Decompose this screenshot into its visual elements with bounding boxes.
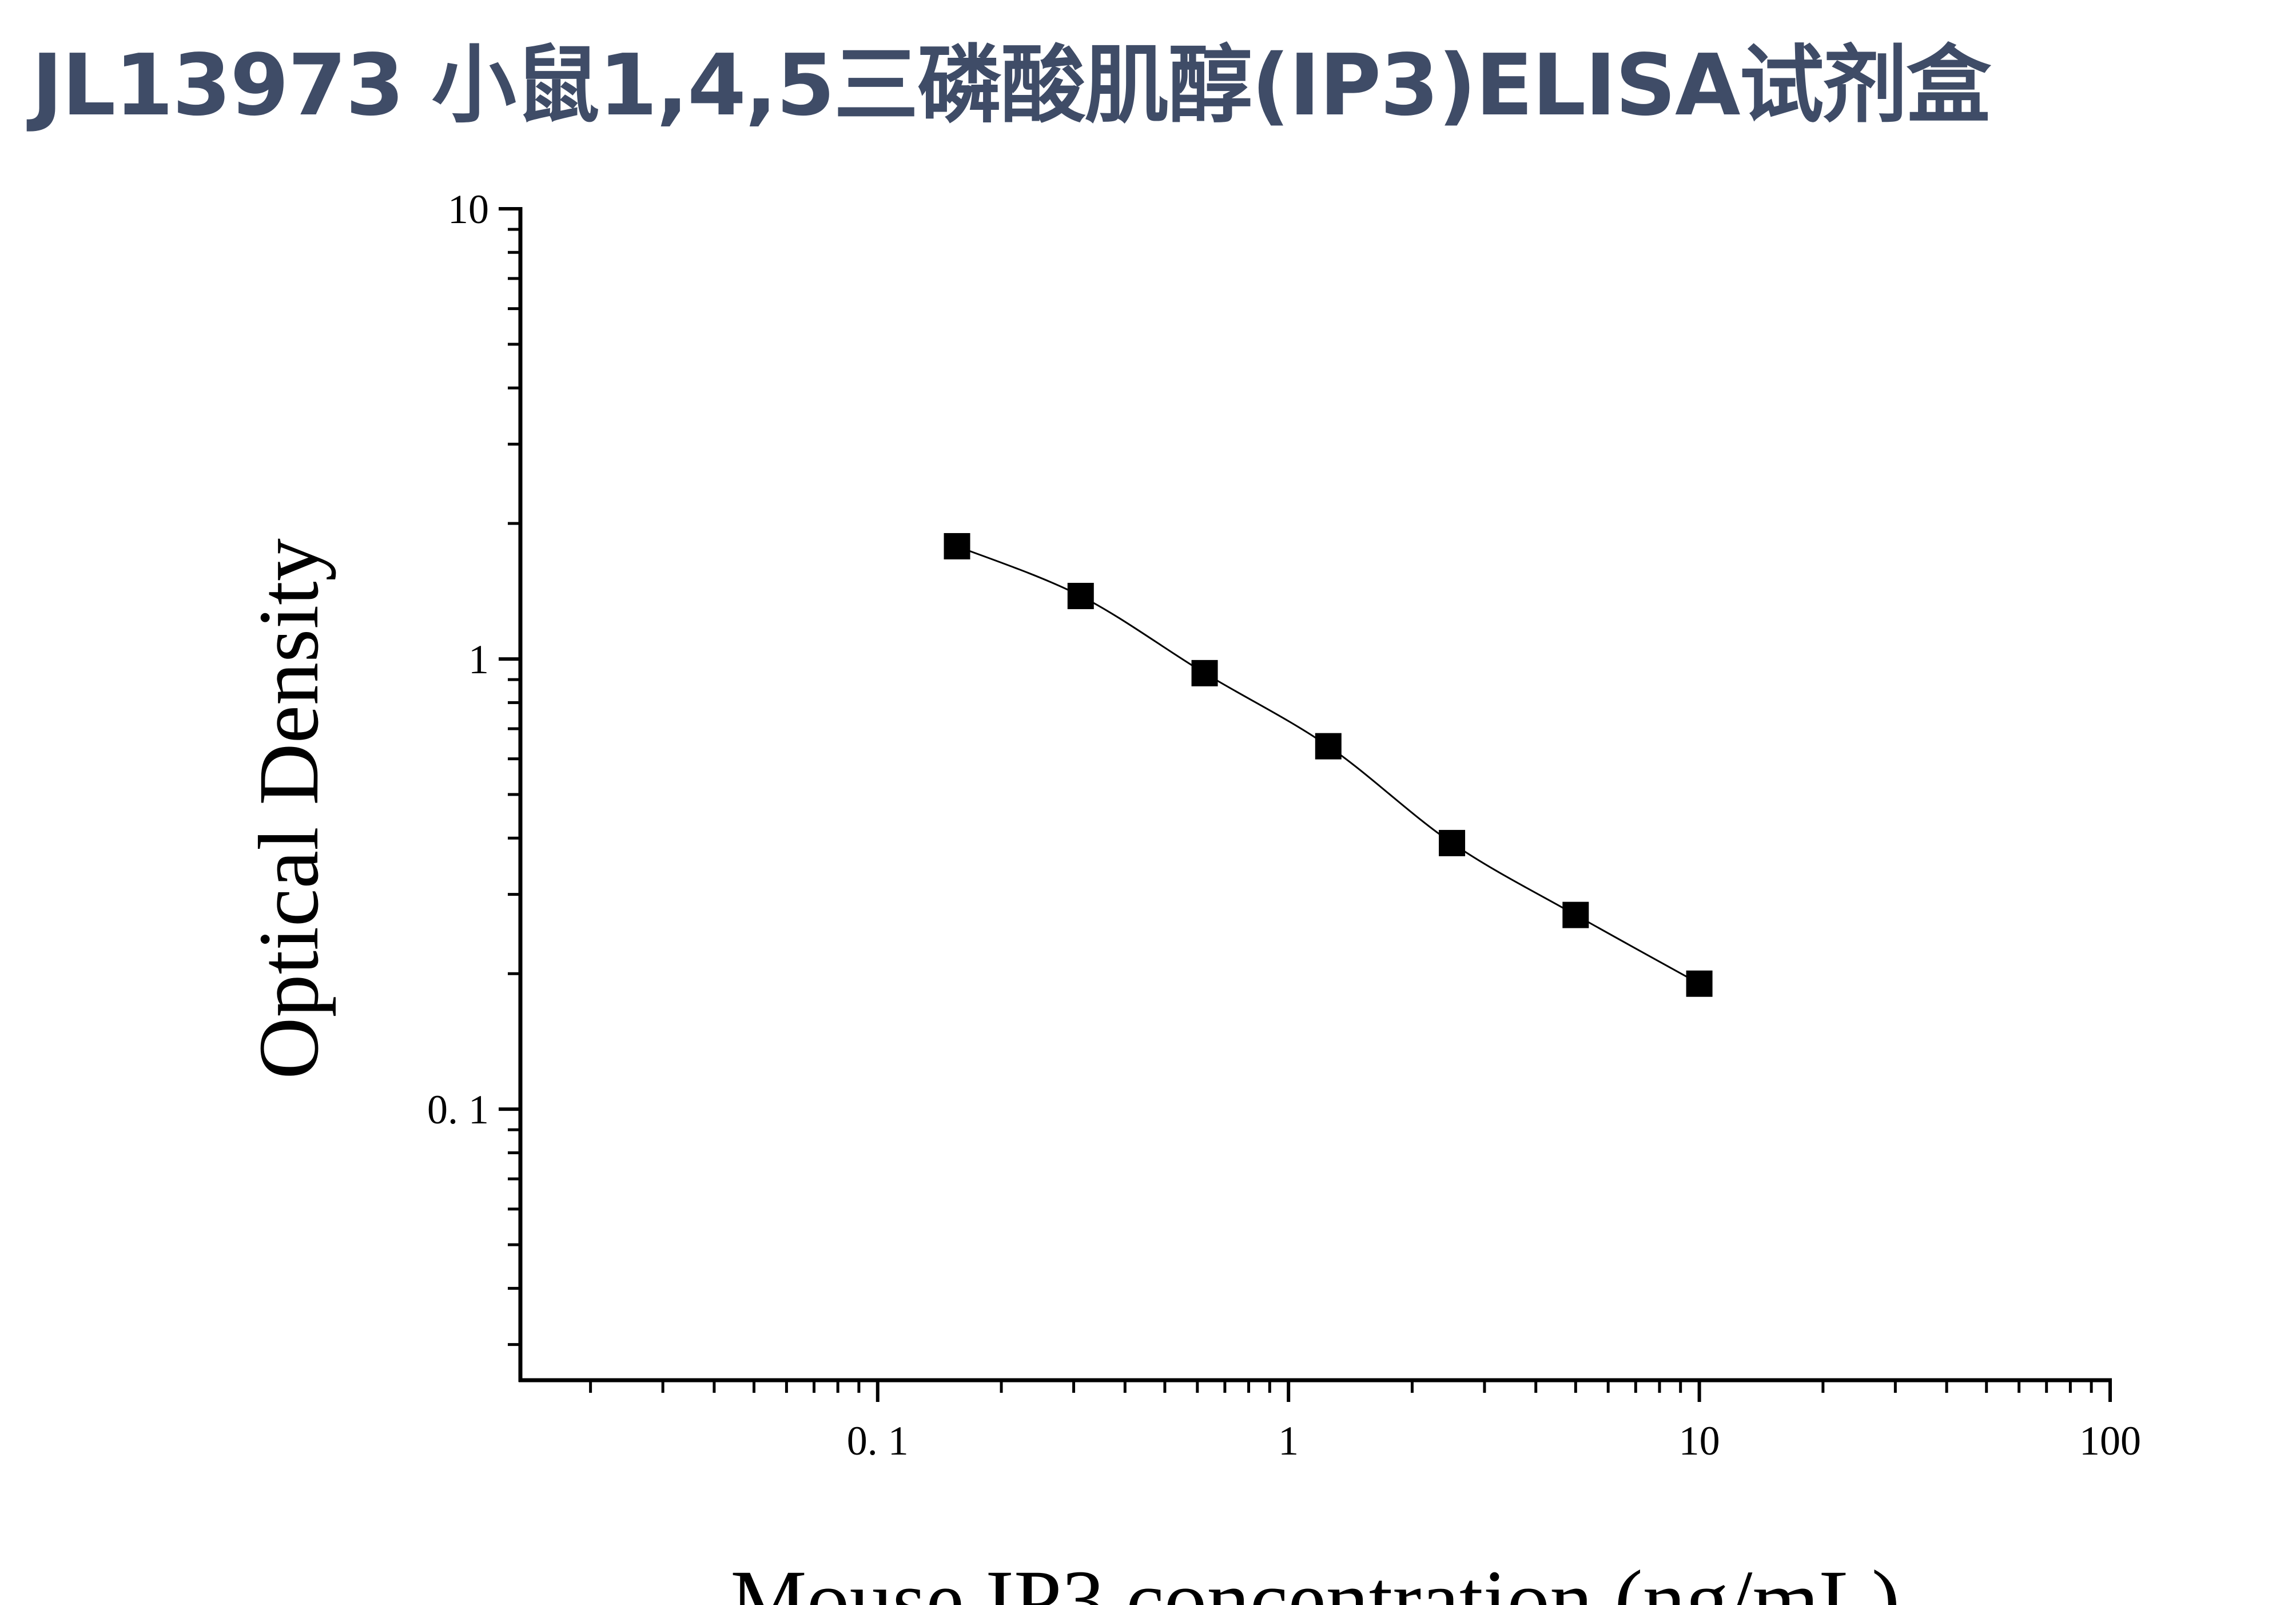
page-title: JL13973 小鼠1,4,5三磷酸肌醇(IP3)ELISA试剂盒 — [31, 36, 1991, 134]
x-tick-label: 0. 1 — [847, 1418, 909, 1464]
y-tick-label: 1 — [468, 637, 489, 682]
tick-labels: 0. 1 1 10 100 0. 1 1 10 — [427, 186, 2141, 1464]
data-point — [1686, 970, 1713, 997]
data-point — [1439, 829, 1466, 856]
y-tick-label: 0. 1 — [427, 1087, 489, 1133]
x-axis-title: Mouse IP3 concentration (ng/mL) — [730, 1553, 1900, 1605]
x-tick-label: 1 — [1278, 1418, 1299, 1464]
x-tick-label: 10 — [1679, 1418, 1720, 1464]
major-ticks — [499, 207, 2112, 1402]
y-tick-label: 10 — [448, 186, 489, 232]
minor-ticks — [508, 228, 2093, 1393]
data-point — [1067, 582, 1094, 609]
data-points — [944, 533, 1713, 997]
data-point — [1562, 901, 1589, 928]
data-point — [944, 533, 970, 559]
x-tick-label: 100 — [2079, 1418, 2141, 1464]
data-point — [1191, 660, 1218, 686]
data-point — [1315, 733, 1342, 760]
y-axis-title: Optical Density — [241, 538, 336, 1079]
